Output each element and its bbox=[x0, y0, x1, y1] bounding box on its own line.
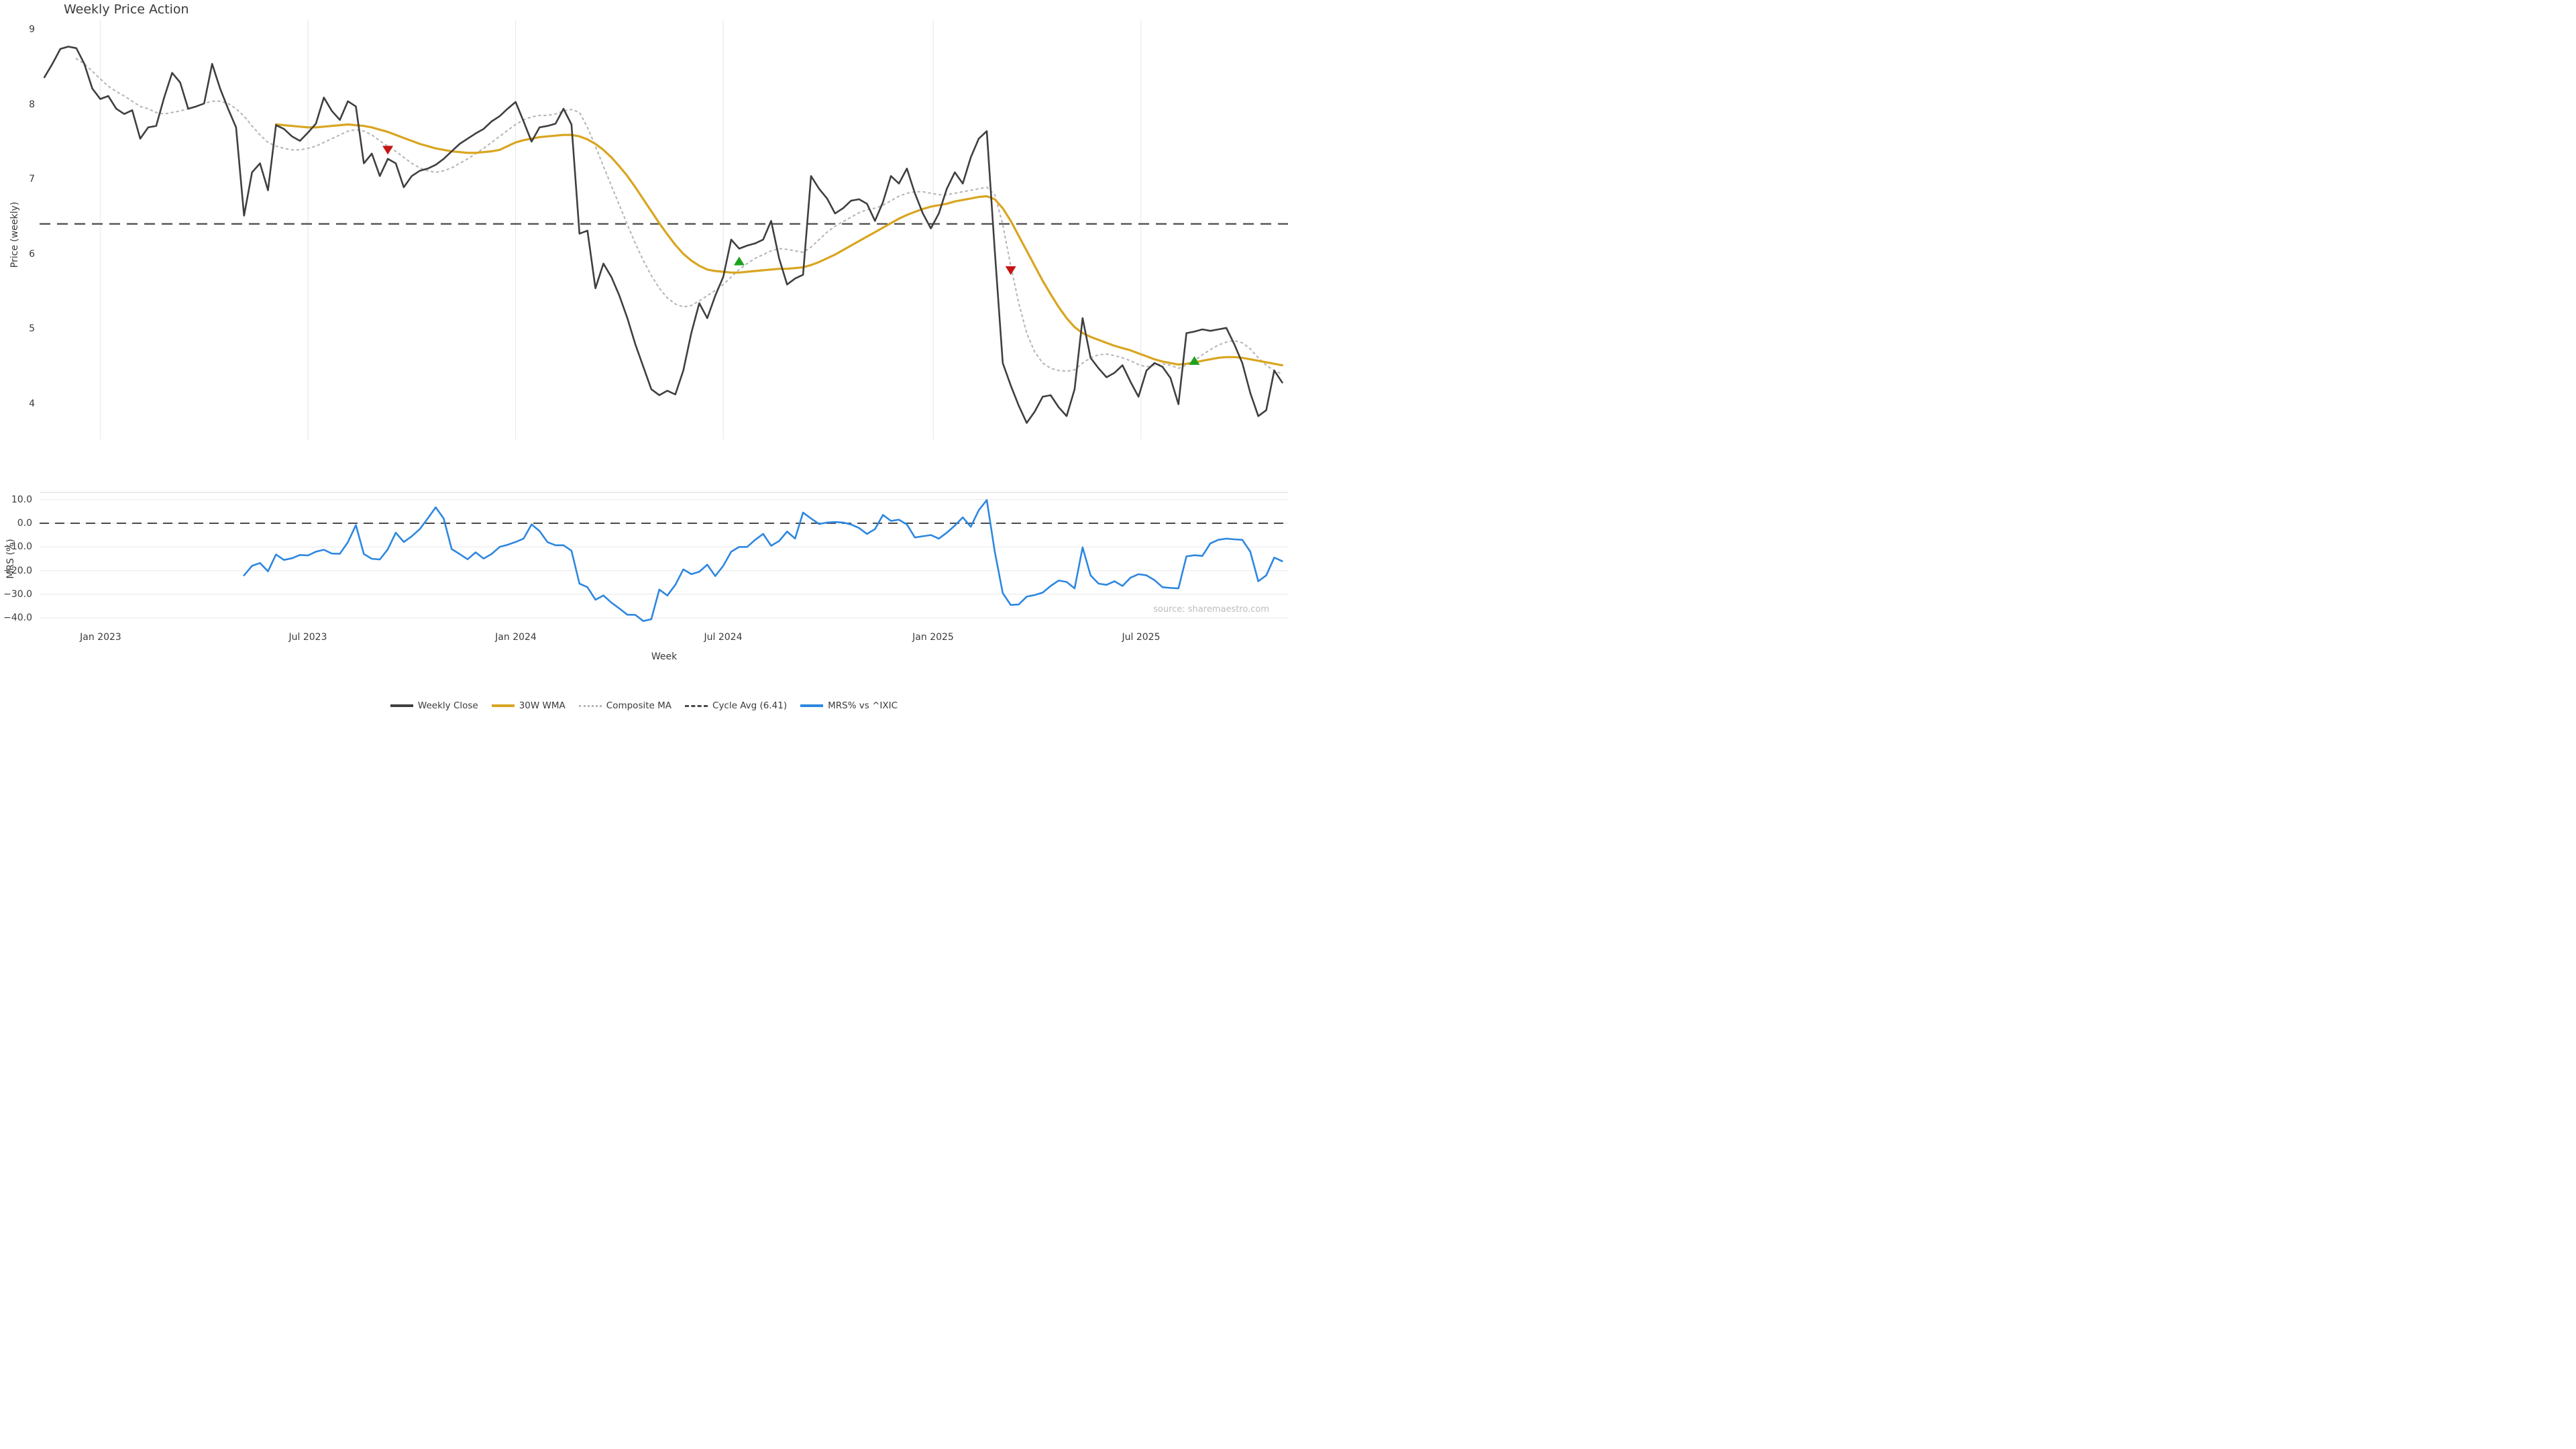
mrs-ytick: −20.0 bbox=[3, 566, 32, 576]
xtick-jul2025: Jul 2025 bbox=[1122, 632, 1161, 643]
price-ytick: 6 bbox=[29, 249, 35, 260]
price-ytick: 9 bbox=[29, 24, 35, 35]
sell-signal-icon bbox=[1005, 266, 1016, 275]
price-ytick: 5 bbox=[29, 323, 35, 334]
composite-ma-line bbox=[75, 58, 1283, 375]
legend-label: Cycle Avg (6.41) bbox=[712, 700, 788, 711]
chart-page: Weekly Price Action Price (weekly) MRS (… bbox=[0, 0, 1288, 724]
wma-line-swatch-icon bbox=[491, 704, 515, 707]
cycle-avg-swatch-icon bbox=[685, 704, 708, 707]
legend-item-30w-wma: 30W WMA bbox=[491, 700, 566, 711]
weekly-close-line-swatch-icon bbox=[390, 704, 413, 707]
mrs-ytick: −40.0 bbox=[3, 612, 32, 623]
source-credit: source: sharemaestro.com bbox=[1153, 604, 1269, 614]
xtick-jan2024: Jan 2024 bbox=[495, 632, 537, 643]
price-ytick: 7 bbox=[29, 174, 35, 184]
legend-label: Composite MA bbox=[606, 700, 672, 711]
legend-label: MRS% vs ^IXIC bbox=[828, 700, 898, 711]
buy-signal-icon bbox=[733, 256, 745, 266]
mrs-ytick: 0.0 bbox=[17, 518, 32, 529]
price-ytick: 8 bbox=[29, 99, 35, 110]
legend-item-weekly-close: Weekly Close bbox=[390, 700, 478, 711]
legend-label: Weekly Close bbox=[417, 700, 478, 711]
xtick-jul2024: Jul 2024 bbox=[704, 632, 743, 643]
chart-canvas bbox=[40, 20, 1288, 623]
mrs-ytick: −30.0 bbox=[3, 589, 32, 600]
legend-item-cycle-avg: Cycle Avg (6.41) bbox=[685, 700, 787, 711]
legend-label: 30W WMA bbox=[519, 700, 566, 711]
mrs-ytick: 10.0 bbox=[11, 494, 32, 505]
legend-item-mrs: MRS% vs ^IXIC bbox=[800, 700, 898, 711]
xtick-jan2025: Jan 2025 bbox=[912, 632, 954, 643]
sell-signal-icon bbox=[382, 146, 394, 155]
mrs-line-swatch-icon bbox=[800, 704, 824, 707]
mrs-ytick: −10.0 bbox=[3, 541, 32, 552]
price-ytick: 4 bbox=[29, 398, 35, 409]
legend: Weekly Close 30W WMA Composite MA Cycle … bbox=[0, 700, 1288, 711]
mrs-line bbox=[243, 499, 1283, 623]
xtick-jan2023: Jan 2023 bbox=[80, 632, 121, 643]
x-axis-label: Week bbox=[651, 651, 678, 662]
weekly-close-line bbox=[43, 46, 1283, 424]
composite-ma-swatch-icon bbox=[578, 704, 602, 707]
xtick-jul2023: Jul 2023 bbox=[288, 632, 327, 643]
chart-title: Weekly Price Action bbox=[64, 2, 189, 17]
legend-item-composite-ma: Composite MA bbox=[578, 700, 672, 711]
wma-30w-line bbox=[274, 123, 1283, 367]
buy-signal-icon bbox=[1189, 356, 1200, 365]
